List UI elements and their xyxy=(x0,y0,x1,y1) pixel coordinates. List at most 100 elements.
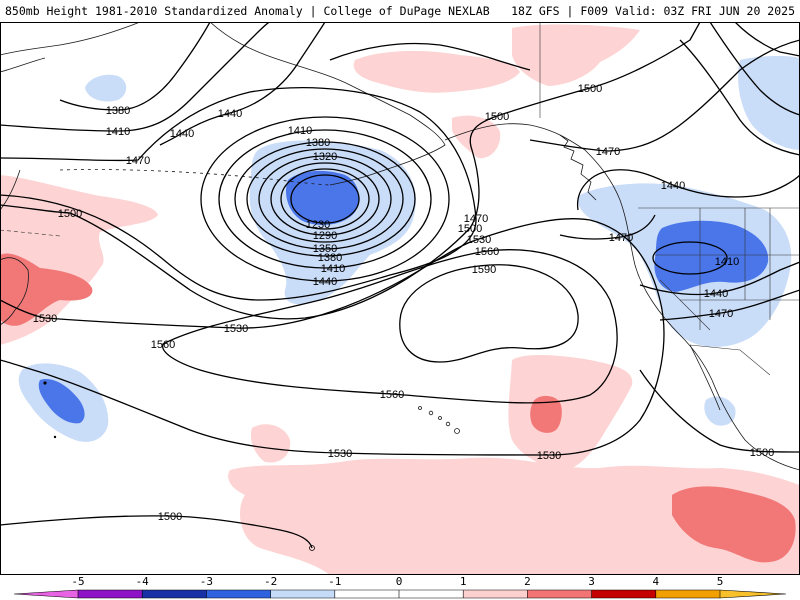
anomaly-core-west-pacific xyxy=(38,379,85,424)
contour-label-1500: 1500 xyxy=(158,511,182,523)
height-contour xyxy=(200,116,450,282)
contour-label-1230: 1230 xyxy=(306,219,330,231)
coastlines xyxy=(0,22,800,551)
contour-label-1530: 1530 xyxy=(537,450,561,462)
height-contour xyxy=(709,22,800,116)
contour-label-1500: 1500 xyxy=(458,223,482,235)
colorbar-segment xyxy=(399,590,464,598)
contour-label-1530: 1530 xyxy=(467,234,491,246)
colorbar-segment xyxy=(78,590,143,598)
contour-label-1440: 1440 xyxy=(704,288,728,300)
height-contour xyxy=(234,141,416,257)
contour-label-1410: 1410 xyxy=(715,256,739,268)
contour-label-1470: 1470 xyxy=(609,232,633,244)
colorbar-segment xyxy=(591,590,657,598)
colorbar-segment xyxy=(270,590,336,598)
colorbar-tick-label: -5 xyxy=(71,575,84,588)
height-contour xyxy=(0,218,665,456)
anomaly-area-bering xyxy=(353,50,520,93)
contour-label-1590: 1590 xyxy=(472,264,496,276)
height-contour xyxy=(577,169,800,211)
us-state-borders xyxy=(638,207,800,376)
height-contour xyxy=(159,22,326,146)
height-contour xyxy=(280,168,370,230)
anomaly-core-central-pacific xyxy=(530,395,562,433)
height-contours xyxy=(0,22,800,549)
height-contour xyxy=(679,39,800,156)
anomaly-area-aleutian xyxy=(85,74,127,102)
contour-label-1440: 1440 xyxy=(218,108,242,120)
colorbar-tick-label: 2 xyxy=(524,575,531,588)
colorbar-tick-label: 4 xyxy=(652,575,659,588)
contour-label-1380: 1380 xyxy=(106,105,130,117)
height-contour xyxy=(162,249,618,404)
baja-coast xyxy=(689,344,721,411)
anomaly-area-central-pacific xyxy=(508,355,633,470)
anomaly-core-gulf-low xyxy=(285,170,359,225)
contour-label-1290: 1290 xyxy=(313,230,337,242)
colorbar-segment xyxy=(142,590,207,598)
anomaly-core-japan xyxy=(0,253,93,326)
contour-label-1410: 1410 xyxy=(288,125,312,137)
colorbar-tick-label: 1 xyxy=(460,575,467,588)
contour-label-1320: 1320 xyxy=(313,151,337,163)
aleutian-islands xyxy=(59,169,331,186)
colorbar-tick-label: 5 xyxy=(717,575,724,588)
north-america-coast xyxy=(444,123,800,471)
contour-label-1440: 1440 xyxy=(170,128,194,140)
height-contour xyxy=(59,22,211,111)
colorbar-segment xyxy=(655,590,721,598)
colorbar-tick-label: -3 xyxy=(200,575,213,588)
height-contour xyxy=(659,289,800,321)
map-title: 850mb Height 1981-2010 Standardized Anom… xyxy=(5,4,490,18)
colorbar-tick-label: 3 xyxy=(588,575,595,588)
contour-label-1380: 1380 xyxy=(306,137,330,149)
asia-coast xyxy=(0,22,141,56)
contour-label-1470: 1470 xyxy=(126,155,150,167)
height-contour xyxy=(258,155,392,243)
colorbar-segment xyxy=(206,590,272,598)
height-contour xyxy=(329,42,531,71)
contour-label-1410: 1410 xyxy=(106,126,130,138)
contour-label-1560: 1560 xyxy=(151,339,175,351)
contour-label-1500: 1500 xyxy=(485,111,509,123)
height-contour xyxy=(399,264,579,363)
contour-label-1410: 1410 xyxy=(321,263,345,275)
kamchatka-coast xyxy=(0,57,46,211)
japan-coast xyxy=(0,257,29,326)
contour-label-1440: 1440 xyxy=(661,180,685,192)
colorbar-arrow-high xyxy=(720,590,786,598)
contour-label-1500: 1500 xyxy=(750,447,774,459)
colorbar-tick-label: -4 xyxy=(136,575,150,588)
contour-label-1440: 1440 xyxy=(313,276,337,288)
anomaly-area-mexico xyxy=(704,396,736,426)
height-contour xyxy=(270,162,380,236)
contour-label-1470: 1470 xyxy=(464,213,488,225)
colorbar-segment xyxy=(527,590,593,598)
model-run-info: 18Z GFS | F009 Valid: 03Z FRI JUN 20 202… xyxy=(511,4,795,18)
contour-label-1470: 1470 xyxy=(709,308,733,320)
colorbar-tick-labels: -5 -4 -3 -2 -1 0 1 2 3 4 5 xyxy=(71,575,723,588)
contour-label-1350: 1350 xyxy=(313,243,337,255)
height-contour xyxy=(559,214,656,240)
height-contour xyxy=(0,22,701,320)
positive-anomaly-shading xyxy=(0,24,800,575)
height-contour xyxy=(734,22,800,57)
anomaly-core-southeast xyxy=(672,486,796,563)
contour-label-1470: 1470 xyxy=(596,146,620,158)
colorbar xyxy=(13,589,787,599)
colorbar-segment xyxy=(463,590,528,598)
height-contour xyxy=(639,261,800,296)
contour-label-1500: 1500 xyxy=(578,83,602,95)
colorbar-tick-label: -1 xyxy=(328,575,341,588)
contour-label-1560: 1560 xyxy=(380,389,404,401)
colorbar-segment xyxy=(334,590,400,598)
contour-label-1560: 1560 xyxy=(475,246,499,258)
contour-label-1530: 1530 xyxy=(224,323,248,335)
height-contour xyxy=(652,241,728,275)
contour-label-1500: 1500 xyxy=(58,208,82,220)
height-contour xyxy=(639,369,800,453)
contour-label-1530: 1530 xyxy=(328,448,352,460)
